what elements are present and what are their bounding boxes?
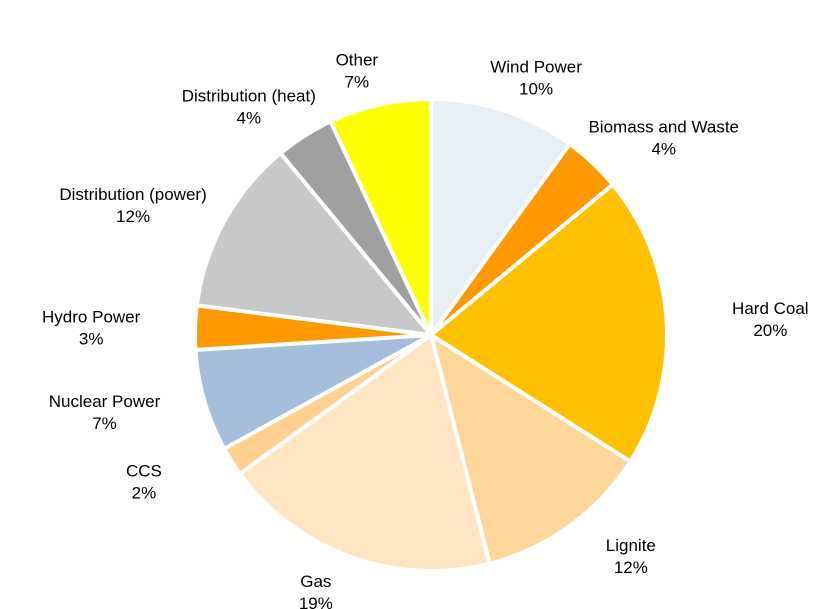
slice-label: Hard Coal <box>732 299 809 318</box>
slice-label: Lignite <box>606 536 656 555</box>
pie-slice <box>238 333 492 573</box>
slice-value: 7% <box>345 73 370 92</box>
slice-value: 4% <box>651 140 676 159</box>
pie-slice <box>429 97 572 337</box>
slice-label: Other <box>336 51 379 70</box>
slice-value: 3% <box>79 329 104 348</box>
pie-slice <box>194 151 433 337</box>
slice-label: Biomass and Waste <box>588 118 739 137</box>
slice-label: Nuclear Power <box>49 392 161 411</box>
slice-value: 19% <box>299 594 333 609</box>
slice-label: Gas <box>300 572 331 591</box>
slice-value: 2% <box>132 484 157 503</box>
slice-label: Hydro Power <box>42 307 141 326</box>
slice-label: Distribution (power) <box>59 185 206 204</box>
pie-slice <box>328 97 433 337</box>
pie-slice <box>193 333 433 451</box>
slice-label: Distribution (heat) <box>182 86 316 105</box>
slice-value: 10% <box>519 79 553 98</box>
slice-label: Wind Power <box>490 57 582 76</box>
slice-value: 4% <box>237 108 262 127</box>
pie-slice <box>429 333 633 566</box>
slice-value: 20% <box>753 321 787 340</box>
slice-value: 7% <box>92 414 117 433</box>
slice-value: 12% <box>614 558 648 577</box>
pie-slice <box>429 182 669 464</box>
slice-value: 12% <box>116 207 150 226</box>
slice-label: CCS <box>126 462 162 481</box>
